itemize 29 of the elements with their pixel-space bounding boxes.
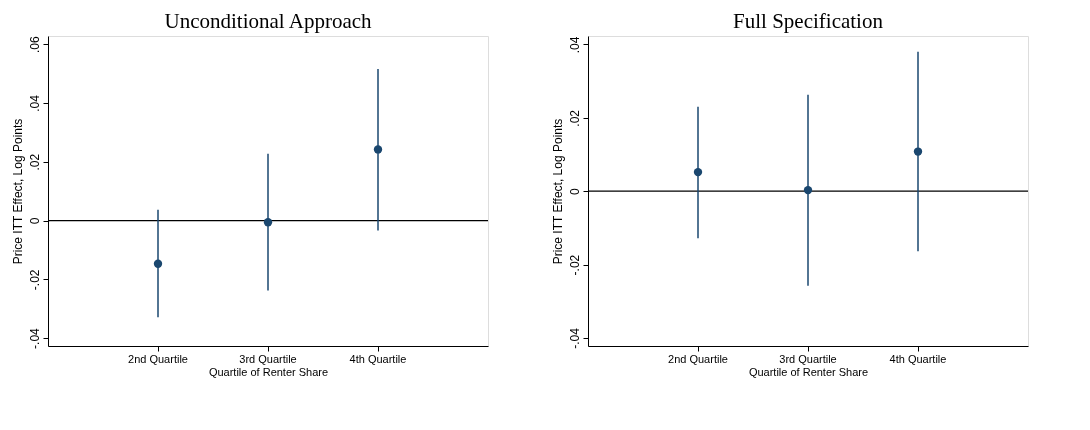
y-tick-label: .02	[27, 153, 42, 171]
point	[153, 259, 163, 268]
y-tick-label: .04	[567, 36, 582, 54]
y-tick-label: -.04	[27, 327, 42, 349]
y-tick-label: 0	[567, 188, 582, 196]
y-tick-label: .06	[27, 36, 42, 54]
y-axis-title: Price ITT Effect, Log Points	[10, 118, 25, 265]
y-tick-label: -.02	[27, 269, 42, 291]
y-tick-label: 0	[27, 217, 42, 225]
y-tick-label: -.04	[567, 327, 582, 349]
x-axis-title: Quartile of Renter Share	[748, 365, 869, 378]
x-tick-label: 4th Quartile	[889, 352, 947, 365]
y-tick-label: .02	[567, 109, 582, 127]
x-tick-label: 4th Quartile	[349, 352, 407, 365]
x-tick-label: 2nd Quartile	[128, 352, 188, 365]
point	[693, 167, 703, 177]
x-axis-title: Quartile of Renter Share	[208, 365, 329, 378]
point	[803, 185, 813, 195]
point	[263, 218, 273, 227]
point	[373, 145, 383, 154]
y-tick-label: -.02	[567, 254, 582, 276]
chart-title: Full Specification	[733, 9, 884, 33]
y-axis-title: Price ITT Effect, Log Points	[550, 118, 565, 265]
chart-title: Unconditional Approach	[164, 8, 373, 33]
y-tick-label: .04	[27, 94, 42, 112]
point	[913, 147, 923, 156]
x-tick-label: 2nd Quartile	[668, 352, 728, 365]
x-tick-label: 3rd Quartile	[239, 352, 297, 365]
x-tick-label: 3rd Quartile	[779, 352, 837, 365]
